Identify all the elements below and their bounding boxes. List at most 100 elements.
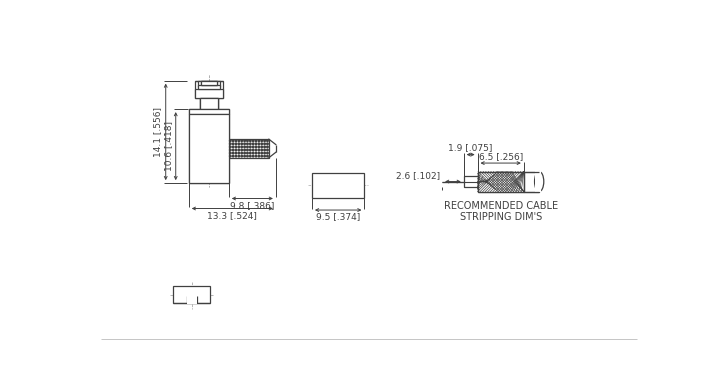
- Text: 9.8 [.386]: 9.8 [.386]: [230, 201, 274, 210]
- Bar: [477, 172, 523, 191]
- Circle shape: [253, 149, 254, 151]
- Circle shape: [238, 140, 240, 142]
- Circle shape: [238, 155, 240, 157]
- Circle shape: [264, 143, 266, 145]
- Circle shape: [266, 152, 269, 154]
- Circle shape: [250, 149, 251, 151]
- Bar: [189, 109, 229, 114]
- Circle shape: [256, 143, 257, 145]
- Circle shape: [238, 152, 240, 154]
- Circle shape: [264, 140, 266, 142]
- Circle shape: [264, 155, 266, 157]
- Circle shape: [258, 140, 260, 142]
- Circle shape: [261, 155, 263, 157]
- Bar: [174, 286, 210, 303]
- Circle shape: [266, 140, 269, 142]
- Text: 14.1 [.556]: 14.1 [.556]: [153, 107, 162, 157]
- Circle shape: [233, 152, 234, 154]
- Circle shape: [250, 146, 251, 148]
- Circle shape: [241, 140, 243, 142]
- Circle shape: [253, 152, 254, 154]
- Circle shape: [256, 149, 257, 151]
- Circle shape: [247, 146, 248, 148]
- Circle shape: [264, 146, 266, 148]
- Circle shape: [247, 152, 248, 154]
- Circle shape: [244, 149, 246, 151]
- Circle shape: [230, 140, 231, 142]
- Circle shape: [247, 143, 248, 145]
- Circle shape: [256, 140, 257, 142]
- Circle shape: [253, 140, 254, 142]
- Bar: [199, 98, 218, 109]
- Circle shape: [247, 140, 248, 142]
- Circle shape: [266, 143, 269, 145]
- Circle shape: [244, 143, 246, 145]
- Bar: [189, 109, 229, 114]
- Circle shape: [253, 143, 254, 145]
- Text: 10.6 [.418]: 10.6 [.418]: [163, 121, 173, 171]
- Circle shape: [233, 140, 234, 142]
- Circle shape: [253, 155, 254, 157]
- Circle shape: [258, 152, 260, 154]
- Circle shape: [235, 143, 237, 145]
- Circle shape: [266, 149, 269, 151]
- Bar: [195, 82, 222, 98]
- Bar: [198, 85, 220, 89]
- Text: 13.3 [.524]: 13.3 [.524]: [207, 211, 257, 220]
- Bar: [477, 172, 523, 191]
- Circle shape: [233, 143, 234, 145]
- Circle shape: [250, 143, 251, 145]
- Circle shape: [247, 155, 248, 157]
- Circle shape: [247, 149, 248, 151]
- Text: 2.6 [.102]: 2.6 [.102]: [396, 171, 440, 180]
- Circle shape: [241, 149, 243, 151]
- Circle shape: [244, 146, 246, 148]
- Circle shape: [261, 152, 263, 154]
- Circle shape: [241, 152, 243, 154]
- Bar: [198, 82, 220, 87]
- Circle shape: [238, 149, 240, 151]
- Circle shape: [230, 143, 231, 145]
- Text: 6.5 [.256]: 6.5 [.256]: [479, 152, 523, 161]
- Circle shape: [230, 155, 231, 157]
- Circle shape: [256, 146, 257, 148]
- Circle shape: [250, 155, 251, 157]
- Bar: [199, 98, 218, 109]
- Circle shape: [238, 143, 240, 145]
- Circle shape: [253, 146, 254, 148]
- Circle shape: [241, 143, 243, 145]
- Circle shape: [235, 140, 237, 142]
- Circle shape: [235, 149, 237, 151]
- Bar: [229, 139, 269, 158]
- Circle shape: [244, 155, 246, 157]
- Circle shape: [244, 140, 246, 142]
- Text: 1.9 [.075]: 1.9 [.075]: [449, 143, 492, 152]
- Circle shape: [250, 140, 251, 142]
- Circle shape: [258, 143, 260, 145]
- Circle shape: [230, 149, 231, 151]
- Bar: [201, 82, 217, 85]
- Circle shape: [261, 149, 263, 151]
- Ellipse shape: [534, 172, 544, 191]
- Circle shape: [235, 146, 237, 148]
- Bar: [194, 81, 223, 99]
- Bar: [201, 81, 217, 85]
- Text: 9.5 [.374]: 9.5 [.374]: [316, 212, 360, 222]
- Circle shape: [250, 152, 251, 154]
- Circle shape: [235, 155, 237, 157]
- Circle shape: [261, 143, 263, 145]
- Circle shape: [233, 146, 234, 148]
- Bar: [189, 114, 229, 183]
- Bar: [312, 173, 364, 198]
- Bar: [189, 114, 229, 183]
- Circle shape: [241, 155, 243, 157]
- Circle shape: [230, 152, 231, 154]
- Bar: [464, 176, 477, 187]
- Circle shape: [235, 152, 237, 154]
- Circle shape: [258, 146, 260, 148]
- Circle shape: [261, 140, 263, 142]
- Circle shape: [266, 146, 269, 148]
- Circle shape: [238, 146, 240, 148]
- Circle shape: [233, 155, 234, 157]
- Circle shape: [264, 149, 266, 151]
